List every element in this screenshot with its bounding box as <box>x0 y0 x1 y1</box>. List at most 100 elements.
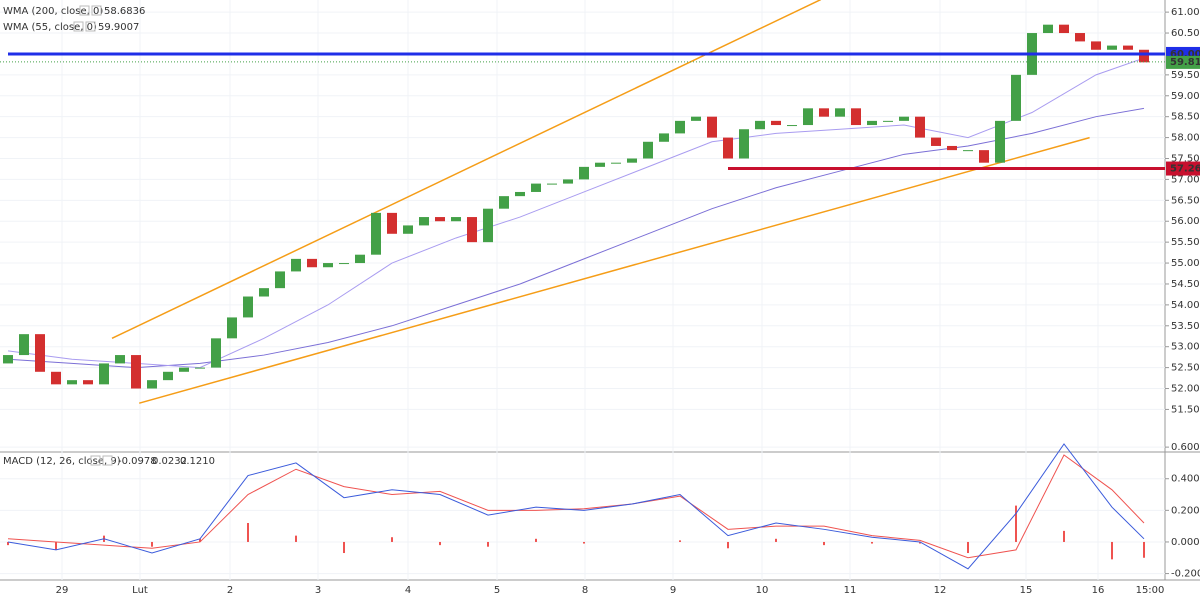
x-tick-label: 15 <box>1020 585 1033 596</box>
candle <box>451 217 461 222</box>
y-tick-label: 59.50 <box>1171 70 1200 81</box>
candle <box>307 258 317 268</box>
macd-value: -0.0978 <box>118 456 157 467</box>
trend-line <box>111 0 822 340</box>
legend-text: WMA (55, close, 0) <box>3 22 97 33</box>
close-icon[interactable] <box>91 5 102 16</box>
candle <box>963 150 973 152</box>
candle <box>643 141 653 159</box>
candle <box>291 258 301 272</box>
candle <box>835 108 845 117</box>
candle <box>483 208 493 243</box>
wma-line <box>7 107 1145 369</box>
x-tick-label: 15:00 <box>1136 585 1165 596</box>
level-marker <box>1166 161 1200 176</box>
macd-value: 0.0232 <box>152 456 187 467</box>
candle <box>1075 33 1085 42</box>
candle <box>3 355 13 364</box>
close-icon[interactable] <box>102 455 113 466</box>
y-tick-label: 57.00 <box>1171 174 1200 185</box>
candle <box>419 217 429 226</box>
candle <box>83 380 93 385</box>
x-tick-label: 9 <box>670 585 676 596</box>
legend-value: 59.9007 <box>98 22 139 33</box>
candle <box>659 133 669 142</box>
candle <box>99 363 109 385</box>
x-tick-label: 4 <box>405 585 411 596</box>
candle <box>915 116 925 138</box>
candle <box>979 150 989 163</box>
candle <box>595 162 605 167</box>
candle <box>211 338 221 368</box>
legend-text: WMA (200, close, 0) <box>3 6 103 17</box>
candle <box>387 212 397 234</box>
candle <box>627 158 637 163</box>
y-tick-label: 52.50 <box>1171 363 1200 374</box>
legend: WMA (200, close, 0) 58.6836 WMA (55, clo… <box>3 5 215 467</box>
candle <box>1091 41 1101 50</box>
macd-value: 0.1210 <box>180 456 215 467</box>
y-tick-label: 59.00 <box>1171 91 1200 102</box>
x-tick-label: 8 <box>582 585 588 596</box>
candle <box>707 116 717 138</box>
candle <box>435 217 445 222</box>
candle <box>19 334 29 356</box>
candle <box>611 162 621 164</box>
y-tick-label: 55.50 <box>1171 237 1200 248</box>
x-tick-label: 5 <box>494 585 500 596</box>
x-tick-label: 10 <box>756 585 769 596</box>
last-price-marker <box>1166 55 1200 69</box>
candle <box>355 254 365 264</box>
candle <box>35 334 45 372</box>
macd-title: MACD (12, 26, close, 9) <box>3 456 121 467</box>
y-tick-label: 57.50 <box>1171 154 1200 165</box>
y-tick-label: 61.00 <box>1171 7 1200 18</box>
candle <box>947 145 957 151</box>
y-tick-label: 55.00 <box>1171 258 1200 269</box>
candle <box>115 355 125 364</box>
candle <box>867 120 877 126</box>
candle <box>995 120 1005 163</box>
candle <box>515 191 525 197</box>
candle <box>819 108 829 117</box>
candle <box>531 183 541 192</box>
candle <box>227 317 237 339</box>
candle <box>147 380 157 389</box>
candle <box>691 116 701 121</box>
candle <box>931 137 941 146</box>
candle <box>275 271 285 289</box>
candle <box>467 217 477 243</box>
level-label: 60.00 <box>1170 49 1200 60</box>
candle <box>1011 74 1021 121</box>
x-tick-label: 2 <box>227 585 233 596</box>
axes: 61.00 60.50 59.50 59.00 58.50 58.00 57.50 57.00… <box>56 7 1200 596</box>
grid <box>0 0 1165 580</box>
x-tick-label: 29 <box>56 585 69 596</box>
candle <box>179 367 189 372</box>
y-tick-label: 54.00 <box>1171 300 1200 311</box>
close-icon[interactable] <box>85 21 96 32</box>
candle <box>51 371 61 385</box>
settings-icon[interactable] <box>73 21 84 32</box>
settings-icon[interactable] <box>79 5 90 16</box>
candle <box>851 108 861 126</box>
candle <box>1107 45 1117 50</box>
legend-value: 58.6836 <box>104 6 145 17</box>
candle <box>339 263 349 265</box>
y-tick-label: 58.50 <box>1171 112 1200 123</box>
y-tick-label: 56.50 <box>1171 195 1200 206</box>
settings-icon[interactable] <box>90 455 101 466</box>
x-tick-label: 3 <box>315 585 321 596</box>
y-tick-label: 54.50 <box>1171 279 1200 290</box>
candle <box>563 179 573 184</box>
candle <box>771 120 781 126</box>
candle <box>723 137 733 159</box>
candle <box>323 263 333 268</box>
y-tick-label: 51.50 <box>1171 404 1200 415</box>
candle <box>1059 24 1069 34</box>
